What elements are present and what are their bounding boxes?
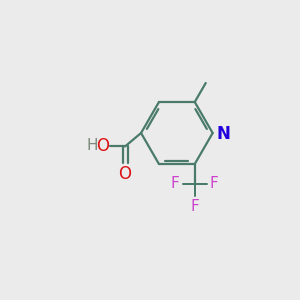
Text: H: H <box>87 138 98 153</box>
Text: O: O <box>96 137 109 155</box>
Text: N: N <box>216 125 230 143</box>
Text: O: O <box>118 165 132 183</box>
Text: F: F <box>210 176 218 191</box>
Text: F: F <box>171 176 180 191</box>
Text: F: F <box>190 199 199 214</box>
